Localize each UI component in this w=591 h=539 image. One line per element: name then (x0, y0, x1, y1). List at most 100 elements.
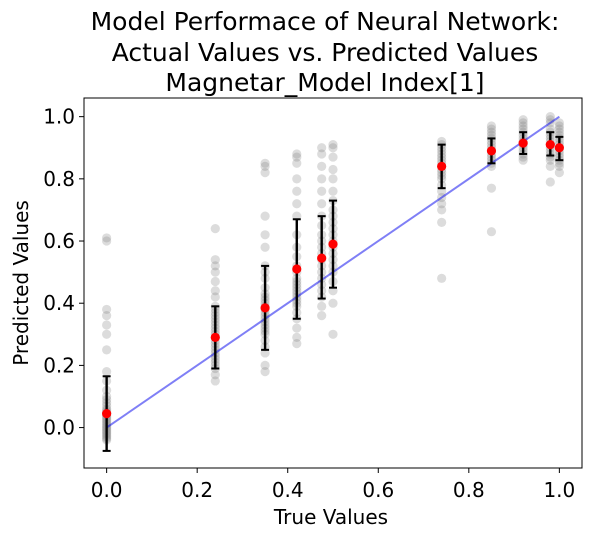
data-point (518, 115, 528, 125)
data-point (260, 161, 270, 172)
chart-title-line-3: Magnetar_Model Index[1] (165, 68, 484, 97)
data-point (437, 273, 447, 283)
data-point (317, 199, 327, 209)
data-point (518, 155, 528, 165)
data-point (328, 152, 338, 162)
data-point (317, 149, 327, 159)
mean-marker (486, 146, 497, 156)
y-tick-label: 0.6 (43, 229, 75, 253)
plot-frame (83, 97, 583, 469)
data-point (317, 161, 327, 172)
y-axis: 0.0 0.2 0.4 0.6 0.8 1.0 (43, 105, 84, 440)
data-point (210, 286, 220, 296)
data-point (292, 174, 302, 184)
data-point (328, 174, 338, 184)
data-point (317, 301, 327, 311)
y-tick-label: 0.4 (43, 291, 75, 315)
data-point (328, 140, 338, 150)
data-point (554, 121, 564, 131)
data-point (317, 186, 327, 196)
data-point (210, 261, 220, 271)
chart-title-line-1: Model Performace of Neural Network: (91, 7, 560, 36)
data-point (545, 161, 555, 172)
y-tick-label: 0.8 (43, 167, 75, 191)
mean-markers (102, 138, 564, 419)
data-point (260, 168, 270, 178)
data-point (102, 233, 112, 243)
data-point (486, 227, 497, 237)
mean-marker (554, 143, 564, 153)
x-tick-label: 0.0 (91, 478, 123, 502)
data-point (317, 311, 327, 321)
data-point (518, 118, 528, 128)
mean-marker (328, 239, 338, 249)
data-point (317, 174, 327, 184)
data-point (260, 242, 270, 252)
data-point (292, 158, 302, 168)
y-tick-label: 0.2 (43, 353, 75, 377)
y-axis-label: Predicted Values (9, 200, 33, 366)
x-tick-label: 1.0 (543, 478, 575, 502)
data-point (518, 121, 528, 131)
mean-marker (102, 408, 112, 419)
data-point (102, 304, 112, 315)
data-point (102, 367, 112, 377)
data-point (554, 168, 564, 178)
data-point (210, 267, 220, 277)
mean-marker (317, 253, 327, 263)
x-axis-label: True Values (273, 505, 388, 529)
chart-title-line-2: Actual Values vs. Predicted Values (112, 38, 539, 67)
data-point (292, 199, 302, 209)
data-point (210, 376, 220, 386)
data-point (292, 149, 302, 159)
data-point (102, 345, 112, 355)
data-point (210, 370, 220, 380)
mean-marker (210, 332, 220, 343)
x-tick-label: 0.6 (362, 478, 394, 502)
data-point (260, 360, 270, 370)
data-point (486, 124, 497, 134)
data-point (102, 329, 112, 339)
x-tick-label: 0.8 (453, 478, 485, 502)
data-point (545, 112, 555, 122)
mean-marker (260, 303, 270, 313)
data-point (328, 143, 338, 153)
mean-marker (518, 138, 528, 148)
data-point (292, 323, 302, 333)
data-point (486, 183, 497, 193)
chart-title: Model Performace of Neural Network: Actu… (91, 7, 560, 97)
data-point (486, 127, 497, 137)
data-point (210, 223, 220, 234)
data-point (317, 143, 327, 153)
data-point (210, 292, 220, 302)
data-point (210, 276, 220, 287)
x-tick-label: 0.2 (181, 478, 213, 502)
data-point (292, 332, 302, 343)
data-point (260, 211, 270, 221)
mean-marker (545, 140, 555, 150)
data-point (554, 127, 564, 137)
data-point (328, 329, 338, 339)
x-tick-label: 0.4 (272, 478, 304, 502)
data-point (292, 339, 302, 349)
data-point (260, 230, 270, 240)
data-point (545, 155, 555, 165)
data-point (554, 161, 564, 172)
y-tick-label: 0.0 (43, 416, 75, 440)
data-point (210, 255, 220, 265)
data-point (102, 311, 112, 321)
data-point (102, 320, 112, 330)
data-point (437, 217, 447, 227)
y-tick-label: 1.0 (43, 105, 75, 129)
data-point (292, 186, 302, 196)
data-point (437, 205, 447, 215)
data-point (554, 124, 564, 134)
data-point (328, 186, 338, 196)
x-axis: 0.0 0.2 0.4 0.6 0.8 1.0 (91, 468, 575, 502)
data-point (486, 121, 497, 131)
data-point (328, 298, 338, 308)
data-point (554, 118, 564, 128)
mean-marker (292, 264, 302, 274)
data-point (292, 152, 302, 162)
